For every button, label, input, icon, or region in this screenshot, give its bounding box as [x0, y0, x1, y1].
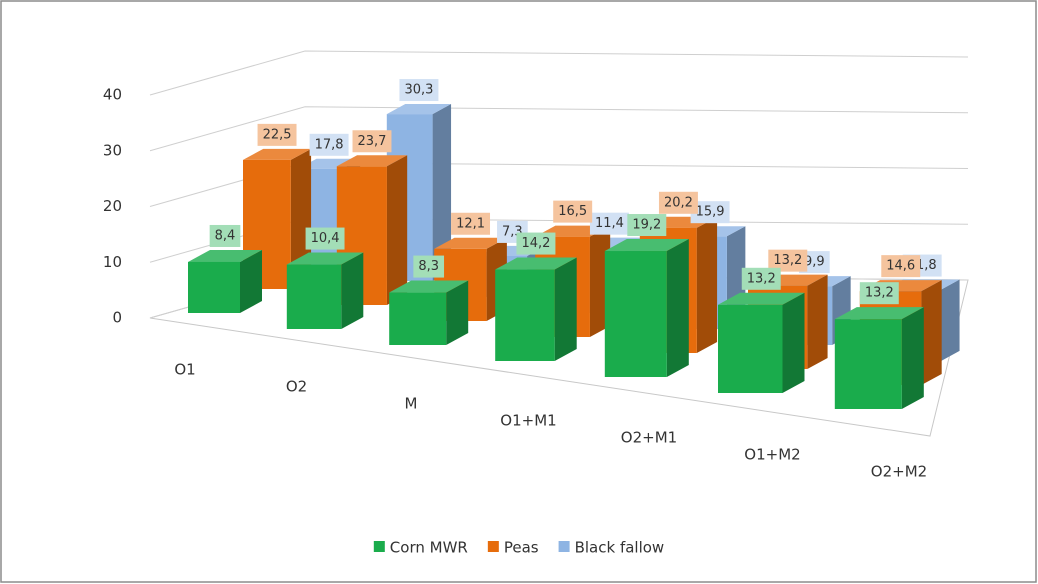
bar-top [834, 307, 924, 320]
value-label: 11,4 [595, 216, 624, 231]
value-label: 9,9 [804, 255, 825, 270]
bar-side [554, 257, 577, 361]
y-tick-label: 40 [103, 86, 122, 104]
bar-top [389, 280, 469, 293]
x-tick-label: O2 [286, 378, 307, 396]
bar-top [243, 148, 312, 160]
bar-side [341, 252, 364, 329]
bar-side [901, 307, 924, 409]
bar [718, 304, 783, 393]
bar [604, 251, 667, 377]
bar-top [604, 239, 689, 252]
y-tick-label: 30 [103, 141, 122, 159]
value-label-box [881, 255, 921, 278]
value-label-box [741, 267, 781, 290]
value-label: 16,5 [558, 204, 587, 219]
value-label: 22,5 [263, 127, 292, 142]
value-label-box [352, 130, 392, 153]
bar-top [336, 155, 408, 167]
bar-side [921, 280, 942, 385]
grid-line [149, 50, 969, 96]
x-tick-label: M [405, 395, 418, 413]
value-label: 12,1 [456, 216, 485, 231]
value-label: 20,2 [664, 195, 693, 210]
value-label: 14,2 [521, 236, 550, 251]
y-tick-label: 10 [103, 253, 122, 271]
value-label: 15,9 [696, 205, 725, 220]
value-label: 13,2 [773, 253, 802, 268]
value-label-box [413, 255, 445, 278]
bar-side [446, 280, 469, 345]
value-label: 13,2 [747, 271, 776, 286]
value-label: 10,4 [311, 231, 340, 246]
bar-side [666, 239, 689, 377]
bar-side [941, 279, 960, 361]
x-tick-label: O1 [174, 361, 195, 379]
bar-top [286, 252, 364, 265]
value-label: 8,3 [418, 259, 439, 274]
value-label-box [399, 79, 439, 102]
value-label-box [627, 214, 667, 237]
y-tick-label: 20 [103, 197, 122, 215]
value-label: 30,3 [404, 83, 433, 98]
bar-side [696, 216, 718, 353]
value-label-box [209, 224, 241, 247]
value-label: 13,2 [865, 286, 894, 301]
x-tick-label: O2+M2 [871, 463, 927, 481]
value-label-box [516, 232, 556, 255]
value-label-box [768, 249, 808, 272]
value-label-box [690, 201, 730, 224]
value-label-box [309, 133, 349, 156]
bar-side [386, 155, 408, 305]
bar-side [290, 148, 312, 289]
value-label-box [305, 227, 345, 250]
bar-top [434, 237, 507, 249]
bar-side [432, 104, 452, 281]
value-label-box [859, 282, 899, 305]
value-label: 14,6 [886, 259, 915, 274]
legend-label: Peas [504, 539, 539, 557]
bar-side [782, 292, 805, 393]
bar-side [807, 274, 828, 369]
bar [286, 264, 342, 329]
legend: Corn MWR Peas Black fallow [373, 539, 665, 557]
grid-line [149, 106, 969, 152]
bar [188, 261, 240, 313]
walls: 0 10 20 30 40 O1 O2 M O1+M1 O2+M1 O1+M2 O2+M2 [103, 50, 969, 481]
bar-side [240, 249, 262, 313]
x-tick-label: O2+M1 [621, 429, 677, 447]
bar [834, 319, 902, 409]
bar-top [188, 249, 262, 262]
x-tick-label: O1+M2 [744, 446, 800, 464]
y-tick-label: 0 [112, 309, 122, 327]
legend-swatch [558, 541, 570, 552]
labels: 17,830,37,311,415,99,9 11,822,5 23,712,116… [209, 79, 942, 305]
x-tick-label: O1+M1 [500, 412, 556, 430]
value-label-box [553, 200, 593, 223]
value-label: 17,8 [315, 137, 344, 152]
legend-swatch [373, 541, 385, 552]
bar [389, 292, 447, 345]
value-label-box [451, 212, 491, 235]
value-label: 19,2 [632, 218, 661, 233]
value-label: 8,4 [215, 228, 236, 243]
legend-label: Black fallow [575, 539, 665, 557]
bar [495, 269, 555, 361]
bar-top [718, 292, 805, 305]
legend-swatch [487, 541, 499, 552]
bars [188, 104, 960, 409]
bar-top [386, 104, 452, 115]
value-label-box [257, 123, 297, 146]
legend-label: Corn MWR [390, 539, 468, 557]
value-label: 23,7 [358, 134, 387, 149]
value-label-box [589, 212, 629, 235]
value-label-box [658, 191, 698, 214]
bar-top [495, 257, 577, 270]
